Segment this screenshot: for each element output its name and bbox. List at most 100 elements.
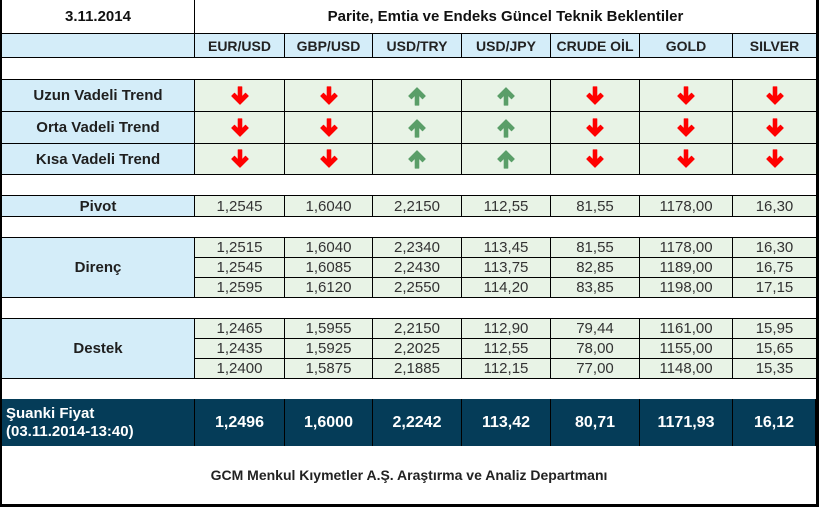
col-header-usdjpy: USD/JPY <box>462 34 551 57</box>
trend-cell <box>640 80 733 111</box>
support-value: 79,44 <box>551 319 640 338</box>
trend-row: Kısa Vadeli Trend <box>2 143 816 175</box>
col-header-usdtry: USD/TRY <box>373 34 462 57</box>
resistance-value: 2,2340 <box>373 238 462 257</box>
pivot-value: 16,30 <box>733 196 816 216</box>
support-value: 1,5925 <box>285 339 373 358</box>
current-price-value: 1,6000 <box>285 399 373 446</box>
support-value: 1,2465 <box>195 319 285 338</box>
support-value: 1,5955 <box>285 319 373 338</box>
resistance-value: 113,45 <box>462 238 551 257</box>
resistance-value: 16,75 <box>733 258 816 277</box>
current-price-value: 1,2496 <box>195 399 285 446</box>
trend-cell <box>733 112 816 143</box>
down-arrow-icon <box>319 149 338 168</box>
current-price-value: 80,71 <box>551 399 640 446</box>
up-arrow-icon <box>408 118 426 138</box>
header-blank <box>2 34 195 57</box>
up-arrow-icon <box>408 150 426 169</box>
support-group: Destek 1,2465 1,5955 2,2150 112,90 79,44… <box>2 318 816 379</box>
down-arrow-icon <box>230 85 249 105</box>
resistance-value: 1189,00 <box>640 258 733 277</box>
footer-credit: GCM Menkul Kıymetler A.Ş. Araştırma ve A… <box>210 467 608 483</box>
pivot-value: 112,55 <box>462 196 551 216</box>
column-header-row: EUR/USD GBP/USD USD/TRY USD/JPY CRUDE Oİ… <box>2 34 816 58</box>
support-row-3: 1,2400 1,5875 2,1885 112,15 77,00 1148,0… <box>195 359 816 378</box>
pivot-value: 81,55 <box>551 196 640 216</box>
down-arrow-icon <box>765 85 784 105</box>
support-value: 15,35 <box>733 359 816 378</box>
support-value: 15,65 <box>733 339 816 358</box>
support-row-1: 1,2465 1,5955 2,2150 112,90 79,44 1161,0… <box>195 319 816 339</box>
resistance-value: 16,30 <box>733 238 816 257</box>
current-price-timestamp: (03.11.2014-13:40) <box>6 422 134 440</box>
resistance-value: 1,2595 <box>195 278 285 297</box>
trend-label: Kısa Vadeli Trend <box>2 144 195 174</box>
trend-label: Uzun Vadeli Trend <box>2 80 195 111</box>
col-header-eurusd: EUR/USD <box>195 34 285 57</box>
trend-cell <box>373 80 462 111</box>
resistance-value: 113,75 <box>462 258 551 277</box>
trend-cell <box>285 112 373 143</box>
col-header-crude-oil: CRUDE OİL <box>551 34 640 57</box>
trend-cell <box>551 144 640 174</box>
trend-cell <box>733 80 816 111</box>
resistance-value: 1,2545 <box>195 258 285 277</box>
current-price-value: 2,2242 <box>373 399 462 446</box>
resistance-group: Direnç 1,2515 1,6040 2,2340 113,45 81,55… <box>2 237 816 298</box>
trend-cell <box>462 144 551 174</box>
col-header-gold: GOLD <box>640 34 733 57</box>
trend-cell <box>640 144 733 174</box>
support-values: 1,2465 1,5955 2,2150 112,90 79,44 1161,0… <box>195 319 816 378</box>
resistance-value: 2,2430 <box>373 258 462 277</box>
resistance-value: 1,6085 <box>285 258 373 277</box>
down-arrow-icon <box>765 117 784 137</box>
support-value: 1,2400 <box>195 359 285 378</box>
resistance-value: 114,20 <box>462 278 551 297</box>
current-price-label: Şuanki Fiyat (03.11.2014-13:40) <box>2 399 195 446</box>
trend-cell <box>733 144 816 174</box>
support-value: 1,2435 <box>195 339 285 358</box>
resistance-values: 1,2515 1,6040 2,2340 113,45 81,55 1178,0… <box>195 238 816 297</box>
current-price-row: Şuanki Fiyat (03.11.2014-13:40) 1,2496 1… <box>2 399 816 446</box>
down-arrow-icon <box>319 117 338 137</box>
down-arrow-icon <box>677 85 695 105</box>
current-price-label-title: Şuanki Fiyat <box>6 404 95 422</box>
up-arrow-icon <box>497 86 515 106</box>
up-arrow-icon <box>497 118 515 138</box>
resistance-value: 1198,00 <box>640 278 733 297</box>
trend-cell <box>195 112 285 143</box>
resistance-value: 1,6040 <box>285 238 373 257</box>
support-value: 112,15 <box>462 359 551 378</box>
down-arrow-icon <box>677 149 695 168</box>
support-value: 2,2025 <box>373 339 462 358</box>
trend-cell <box>462 112 551 143</box>
up-arrow-icon <box>497 150 515 169</box>
resistance-row-1: 1,2515 1,6040 2,2340 113,45 81,55 1178,0… <box>195 238 816 258</box>
pivot-value: 1,6040 <box>285 196 373 216</box>
current-price-value: 16,12 <box>733 399 816 446</box>
support-value: 77,00 <box>551 359 640 378</box>
up-arrow-icon <box>408 86 426 106</box>
resistance-value: 1,2515 <box>195 238 285 257</box>
resistance-value: 83,85 <box>551 278 640 297</box>
pivot-value: 1,2545 <box>195 196 285 216</box>
support-value: 1161,00 <box>640 319 733 338</box>
col-header-silver: SILVER <box>733 34 816 57</box>
support-value: 15,95 <box>733 319 816 338</box>
down-arrow-icon <box>230 149 249 168</box>
pivot-row: Pivot 1,2545 1,6040 2,2150 112,55 81,55 … <box>2 195 816 217</box>
support-row-2: 1,2435 1,5925 2,2025 112,55 78,00 1155,0… <box>195 339 816 359</box>
resistance-row-3: 1,2595 1,6120 2,2550 114,20 83,85 1198,0… <box>195 278 816 297</box>
support-value: 1155,00 <box>640 339 733 358</box>
current-price-value: 1171,93 <box>640 399 733 446</box>
pivot-label: Pivot <box>2 196 195 216</box>
resistance-value: 81,55 <box>551 238 640 257</box>
down-arrow-icon <box>586 85 604 105</box>
pivot-value: 2,2150 <box>373 196 462 216</box>
resistance-value: 17,15 <box>733 278 816 297</box>
trend-cell <box>285 144 373 174</box>
down-arrow-icon <box>677 117 695 137</box>
down-arrow-icon <box>230 117 249 137</box>
